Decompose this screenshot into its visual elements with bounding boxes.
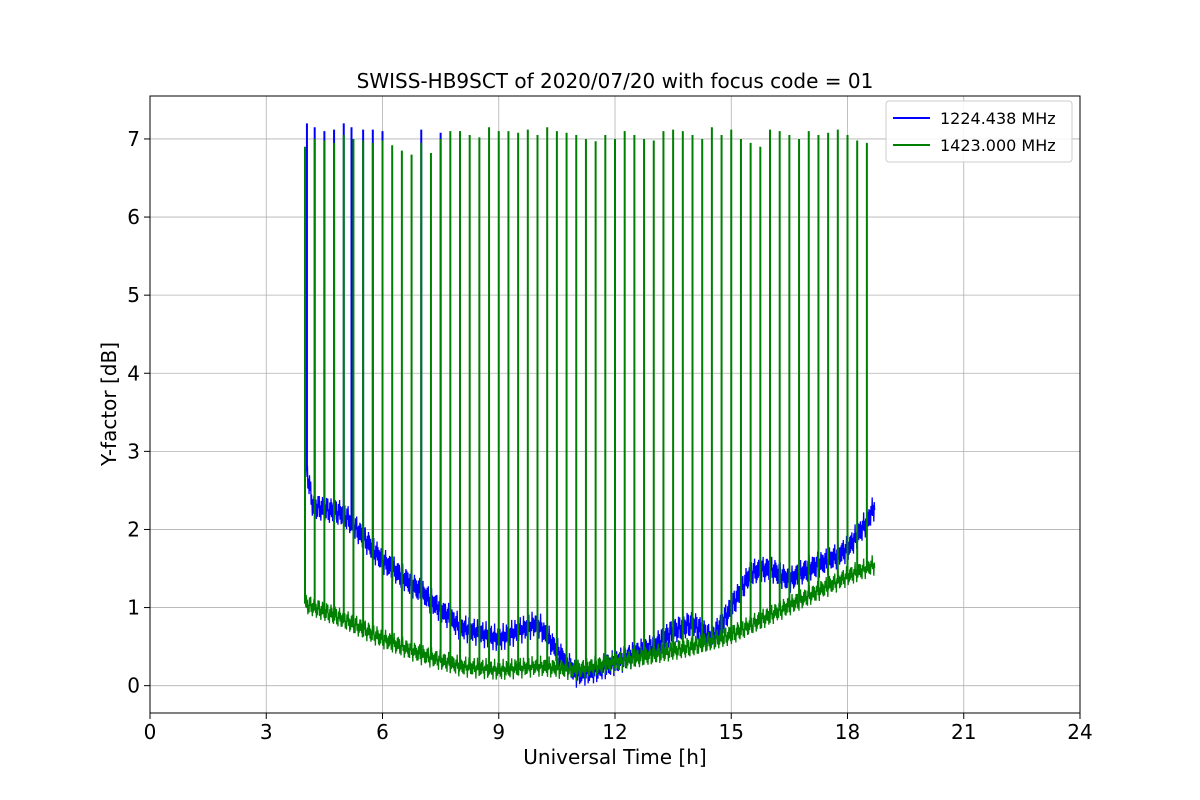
chart-title: SWISS-HB9SCT of 2020/07/20 with focus co… bbox=[357, 69, 874, 93]
x-tick-label: 9 bbox=[492, 720, 505, 744]
x-axis-label: Universal Time [h] bbox=[523, 745, 706, 769]
y-tick-label: 7 bbox=[127, 127, 140, 151]
x-tick-label: 0 bbox=[144, 720, 157, 744]
legend: 1224.438 MHz 1423.000 MHz bbox=[885, 100, 1073, 163]
y-tick-label: 1 bbox=[127, 596, 140, 620]
y-tick-label: 6 bbox=[127, 205, 140, 229]
x-tick-label: 18 bbox=[835, 720, 860, 744]
x-tick-label: 12 bbox=[602, 720, 627, 744]
y-tick-label: 4 bbox=[127, 361, 140, 385]
y-tick-label: 0 bbox=[127, 674, 140, 698]
legend-label-1423: 1423.000 MHz bbox=[940, 136, 1056, 155]
x-axis-ticks: 0 3 6 9 12 15 18 21 24 bbox=[144, 713, 1093, 744]
x-tick-label: 15 bbox=[719, 720, 744, 744]
x-tick-label: 6 bbox=[376, 720, 389, 744]
x-tick-label: 3 bbox=[260, 720, 273, 744]
y-tick-label: 3 bbox=[127, 439, 140, 463]
series-layer bbox=[304, 123, 876, 688]
y-axis-label: Y-factor [dB] bbox=[97, 342, 121, 467]
y-axis-ticks: 0 1 2 3 4 5 6 7 bbox=[127, 127, 150, 698]
y-tick-label: 2 bbox=[127, 517, 140, 541]
x-tick-label: 24 bbox=[1067, 720, 1092, 744]
legend-label-1224: 1224.438 MHz bbox=[940, 109, 1056, 128]
y-tick-label: 5 bbox=[127, 283, 140, 307]
x-tick-label: 21 bbox=[951, 720, 976, 744]
legend-box bbox=[885, 100, 1073, 163]
